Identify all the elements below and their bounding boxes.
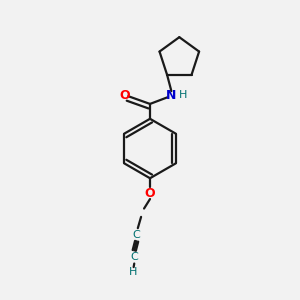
Text: H: H [129, 268, 137, 278]
Text: O: O [119, 88, 130, 101]
Text: O: O [145, 187, 155, 200]
Text: N: N [166, 89, 177, 102]
Text: C: C [130, 252, 138, 262]
Text: C: C [133, 230, 140, 240]
Text: H: H [178, 90, 187, 100]
